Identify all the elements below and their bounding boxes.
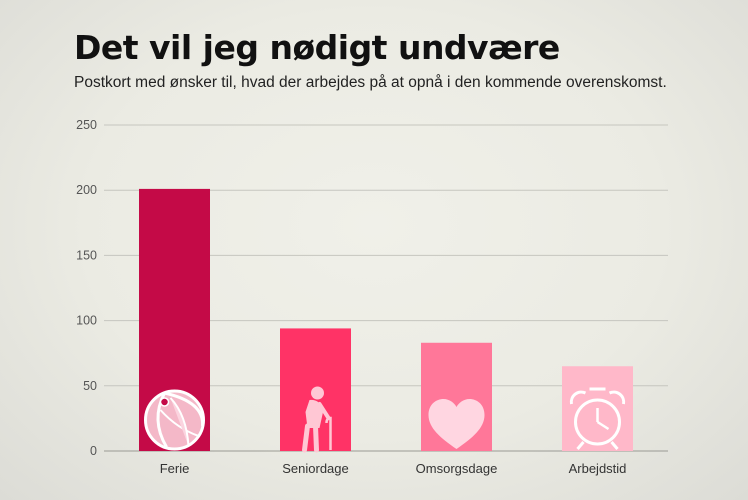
x-tick-label: Seniordage (282, 461, 349, 476)
y-axis-ticks: 0 50 100 150 200 250 (76, 118, 97, 458)
elderly-person-icon (302, 386, 332, 453)
bar-icons (144, 386, 626, 453)
x-tick-label: Omsorgsdage (416, 461, 498, 476)
y-tick-label: 0 (90, 444, 97, 458)
y-tick-label: 150 (76, 248, 97, 262)
heart-icon (428, 399, 485, 449)
y-tick-label: 250 (76, 118, 97, 132)
x-tick-label: Arbejdstid (569, 461, 627, 476)
x-axis-labels: Ferie Seniordage Omsorgsdage Arbejdstid (160, 461, 627, 476)
chart-title: Det vil jeg nødigt undvære (74, 28, 560, 67)
chart-subtitle: Postkort med ønsker til, hvad der arbejd… (74, 74, 667, 91)
y-tick-label: 100 (76, 314, 97, 328)
bars (139, 188, 633, 451)
alarm-clock-icon (569, 387, 626, 450)
y-tick-label: 50 (83, 379, 97, 393)
beach-ball-icon (144, 389, 205, 451)
y-tick-label: 200 (76, 183, 97, 197)
x-tick-label: Ferie (160, 461, 190, 476)
